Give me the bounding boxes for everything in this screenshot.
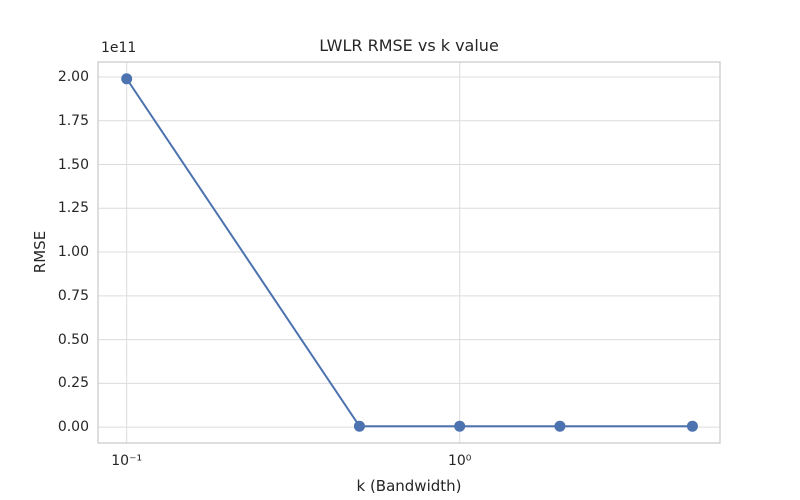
chart-title: LWLR RMSE vs k value [319, 36, 499, 55]
y-axis-label: RMSE [31, 230, 49, 273]
x-axis-label: k (Bandwidth) [356, 477, 462, 495]
y-tick-label: 0.00 [57, 419, 89, 436]
data-point-marker [686, 420, 698, 432]
data-point-marker [454, 420, 466, 432]
data-point-marker [121, 73, 133, 85]
y-tick-label: 0.75 [57, 287, 89, 304]
y-tick-label: 2.00 [57, 69, 89, 86]
x-tick-label: 10⁰ [447, 453, 472, 469]
y-tick-label: 0.50 [57, 331, 89, 348]
y-tick-label: 1.75 [57, 112, 89, 129]
y-axis-offset-label: 1e11 [101, 40, 137, 56]
data-point-marker [554, 420, 566, 432]
data-point-marker [353, 420, 365, 432]
y-tick-label: 0.25 [57, 375, 89, 392]
x-tick-label: 10⁻¹ [111, 453, 143, 469]
plot-border [97, 61, 721, 444]
y-tick-label: 1.25 [57, 200, 89, 217]
y-tick-label: 1.50 [57, 156, 89, 173]
y-tick-label: 1.00 [57, 244, 89, 261]
